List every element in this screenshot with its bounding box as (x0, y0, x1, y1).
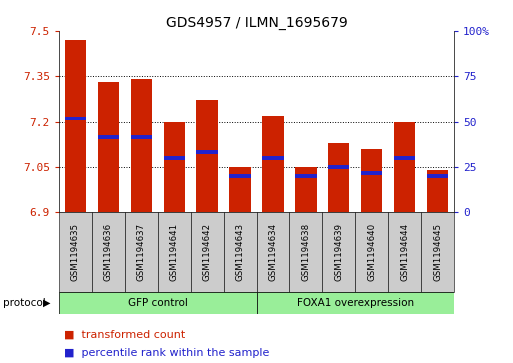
Bar (229, 174, 251, 178)
Bar (421, 212, 454, 292)
Bar (164, 156, 185, 160)
Bar (295, 167, 317, 212)
Text: GSM1194645: GSM1194645 (433, 223, 442, 281)
Bar (394, 122, 416, 212)
Bar (92, 212, 125, 292)
Bar (59, 292, 256, 314)
Text: GSM1194638: GSM1194638 (301, 223, 310, 281)
Bar (59, 212, 92, 292)
Bar (394, 156, 416, 160)
Text: FOXA1 overexpression: FOXA1 overexpression (297, 298, 414, 308)
Text: GSM1194637: GSM1194637 (137, 223, 146, 281)
Text: ■  percentile rank within the sample: ■ percentile rank within the sample (64, 347, 269, 358)
Title: GDS4957 / ILMN_1695679: GDS4957 / ILMN_1695679 (166, 16, 347, 30)
Bar (388, 212, 421, 292)
Bar (125, 212, 158, 292)
Bar (158, 212, 191, 292)
Bar (65, 117, 86, 121)
Bar (256, 212, 289, 292)
Bar (427, 174, 448, 178)
Text: GSM1194640: GSM1194640 (367, 223, 376, 281)
Bar (427, 170, 448, 212)
Text: GSM1194639: GSM1194639 (334, 223, 343, 281)
Bar (328, 143, 349, 212)
Bar (322, 212, 355, 292)
Bar (224, 212, 256, 292)
Bar (131, 79, 152, 212)
Bar (328, 165, 349, 169)
Text: GSM1194642: GSM1194642 (203, 223, 212, 281)
Bar (131, 135, 152, 139)
Text: GSM1194636: GSM1194636 (104, 223, 113, 281)
Bar (196, 101, 218, 212)
Bar (295, 174, 317, 178)
Bar (361, 149, 382, 212)
Bar (97, 135, 119, 139)
Bar (164, 122, 185, 212)
Text: ■  transformed count: ■ transformed count (64, 329, 185, 339)
Text: GSM1194635: GSM1194635 (71, 223, 80, 281)
Text: GFP control: GFP control (128, 298, 188, 308)
Bar (229, 167, 251, 212)
Bar (256, 292, 454, 314)
Bar (262, 156, 284, 160)
Text: protocol: protocol (3, 298, 45, 308)
Text: GSM1194641: GSM1194641 (170, 223, 179, 281)
Text: GSM1194634: GSM1194634 (268, 223, 278, 281)
Bar (191, 212, 224, 292)
Text: GSM1194643: GSM1194643 (235, 223, 245, 281)
Bar (65, 40, 86, 212)
Text: GSM1194644: GSM1194644 (400, 223, 409, 281)
Bar (262, 115, 284, 212)
Text: ▶: ▶ (43, 298, 50, 308)
Bar (196, 150, 218, 154)
Bar (355, 212, 388, 292)
Bar (361, 171, 382, 175)
Bar (97, 82, 119, 212)
Bar (289, 212, 322, 292)
